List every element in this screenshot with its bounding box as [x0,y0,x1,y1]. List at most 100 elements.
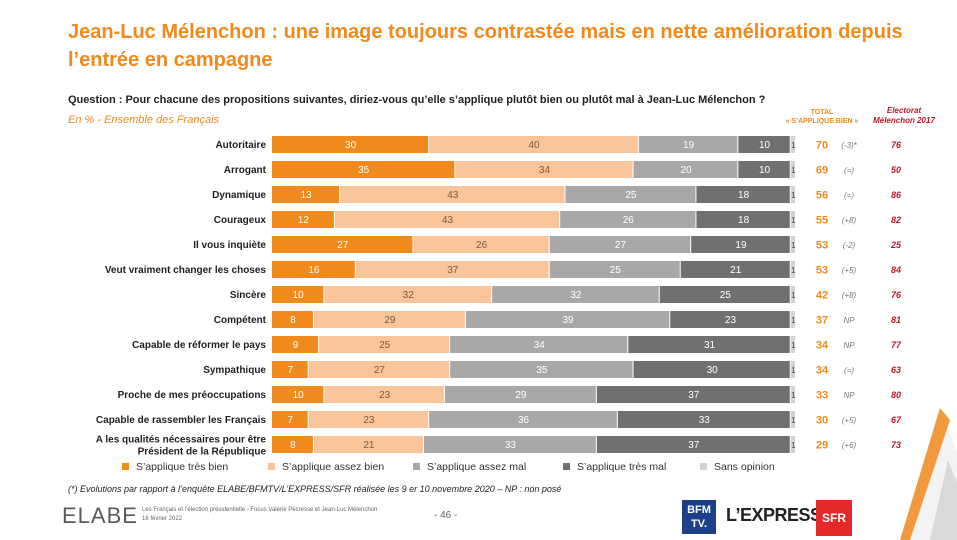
bar-value-label: 27 [374,365,386,376]
bar-segment [272,211,334,228]
category-label: Arrogant [224,165,267,176]
bar-value-label: 19 [735,240,747,251]
evolution-value: (+8) [842,291,857,300]
total-value: 30 [816,415,828,427]
category-label: Dynamique [212,190,266,201]
bar-segment [638,136,738,153]
electorat-value: 86 [891,190,902,200]
bar-segment [334,211,560,228]
evolution-value: NP [843,341,855,350]
bar-segment [272,286,324,303]
bar-value-label: 8 [290,315,296,326]
electorat-value: 77 [891,340,902,350]
legend-swatch [413,463,420,470]
bar-segment [272,436,313,453]
electorat-value: 84 [891,265,901,275]
bar-value-label: 23 [379,390,391,401]
category-label: Capable de réformer le pays [132,340,266,351]
bar-segment [790,211,795,228]
electorat-value: 76 [891,290,902,300]
electorat-value: 25 [890,240,902,250]
bar-value-label: 18 [738,215,750,226]
bar-segment [324,286,492,303]
legend-swatch [122,463,129,470]
category-label: Autoritaire [215,140,266,151]
bar-segment [659,286,790,303]
bar-segment [423,436,596,453]
total-value: 42 [816,290,828,302]
bar-value-label: 27 [337,240,349,251]
bar-value-label: 21 [363,440,375,451]
bar-segment [272,236,413,253]
evolution-value: (-3)* [841,141,857,150]
bar-value-label: 10 [759,165,771,176]
legend-swatch [563,463,570,470]
bar-value-label: 9 [293,340,299,351]
elabe-logo: ELABE [62,503,138,528]
header-total-line1: TOTAL [810,109,834,116]
bar-value-label: 39 [562,315,574,326]
page-number: - 46 - [434,510,458,521]
bar-value-label: 27 [615,240,627,251]
bar-segment [549,261,680,278]
bar-segment [696,211,790,228]
bar-value-label: 1 [791,341,796,350]
total-value: 55 [816,215,828,227]
bfmtv-logo: BFM TV. [682,500,716,534]
bar-value-label: 23 [363,415,375,426]
bar-segment [450,361,633,378]
bar-segment [272,386,324,403]
bar-value-label: 18 [738,190,750,201]
bar-segment [340,186,565,203]
bar-value-label: 20 [680,165,692,176]
bar-segment [790,261,795,278]
bar-value-label: 8 [290,440,296,451]
bar-segment [696,186,790,203]
bar-segment [429,411,617,428]
bar-segment [790,436,795,453]
bar-value-label: 26 [623,215,635,226]
bar-segment [272,186,340,203]
bar-value-label: 10 [759,140,771,151]
bar-value-label: 1 [791,191,796,200]
bar-value-label: 32 [403,290,415,301]
legend-label: Sans opinion [714,461,775,473]
evolution-value: (=) [844,191,854,200]
bar-value-label: 37 [688,390,700,401]
bar-segment [272,336,319,353]
bar-segment [738,161,790,178]
evolution-value: (-2) [843,241,856,250]
bar-segment [313,436,423,453]
electorat-value: 81 [891,315,901,325]
legend-swatch [700,463,707,470]
bar-segment [691,236,790,253]
bar-value-label: 1 [791,291,796,300]
bar-value-label: 1 [791,266,796,275]
bar-segment [324,386,444,403]
header-total: TOTAL « S’APPLIQUE BIEN » [776,108,868,126]
bar-segment [790,136,795,153]
total-value: 53 [816,240,828,252]
sfr-logo: SFR [816,500,852,536]
total-value: 53 [816,265,828,277]
category-label: Sympathique [203,365,266,376]
bar-value-label: 36 [518,415,530,426]
bar-value-label: 19 [683,140,695,151]
bar-segment [450,336,628,353]
footer-line2: 16 février 2022 [142,516,183,522]
electorat-value: 82 [891,215,901,225]
bar-value-label: 29 [384,315,396,326]
category-label: Capable de rassembler les Français [96,415,267,426]
bar-segment [565,186,696,203]
bar-value-label: 25 [625,190,637,201]
bar-segment [272,361,308,378]
bar-value-label: 30 [707,365,719,376]
bar-segment [413,236,549,253]
bar-segment [790,236,795,253]
bar-value-label: 34 [534,340,546,351]
category-label: Veut vraiment changer les choses [105,265,267,276]
total-value: 34 [816,340,829,352]
legend-label: S’applique très bien [136,461,228,473]
bar-value-label: 10 [293,290,305,301]
